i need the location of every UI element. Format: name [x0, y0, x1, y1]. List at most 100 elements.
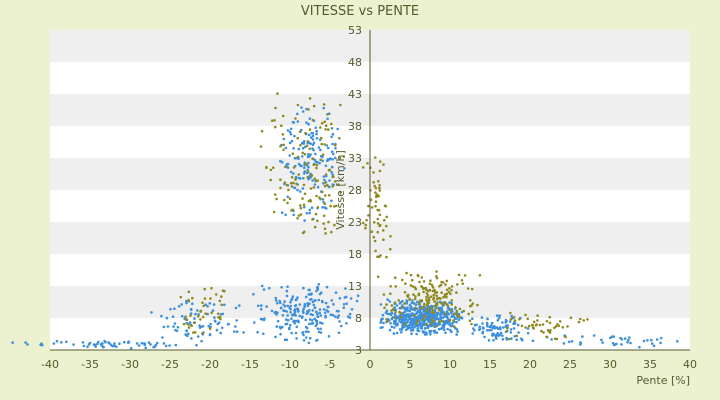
data-point — [469, 299, 472, 302]
data-point — [577, 320, 581, 324]
data-point — [570, 340, 574, 343]
data-point — [339, 191, 342, 194]
data-point — [345, 322, 348, 325]
data-point — [338, 320, 341, 323]
data-point — [381, 317, 384, 321]
data-point — [296, 319, 300, 323]
data-point — [461, 282, 465, 286]
data-point — [414, 324, 418, 328]
data-point — [434, 308, 437, 311]
data-point — [190, 324, 193, 328]
y-tick-label: 38 — [348, 120, 362, 133]
data-point — [394, 319, 397, 323]
x-tick-label: -30 — [121, 358, 139, 371]
data-point — [323, 311, 327, 315]
data-point — [115, 345, 118, 349]
data-point — [306, 175, 310, 179]
data-point — [282, 148, 285, 152]
data-point — [506, 326, 510, 330]
data-point — [429, 295, 433, 299]
data-point — [238, 304, 241, 307]
data-point — [278, 325, 282, 329]
data-point — [140, 341, 144, 345]
data-point — [280, 124, 283, 127]
data-point — [327, 220, 330, 224]
data-point — [401, 306, 404, 309]
data-point — [499, 327, 502, 331]
data-point — [392, 307, 395, 311]
data-point — [333, 205, 336, 208]
data-point — [274, 296, 278, 300]
data-point — [288, 130, 292, 134]
data-point — [275, 325, 279, 328]
data-point — [382, 238, 385, 241]
data-point — [289, 301, 292, 304]
data-point — [311, 309, 315, 312]
data-point — [312, 186, 316, 189]
data-point — [326, 305, 330, 309]
data-point — [301, 151, 305, 155]
data-point — [299, 143, 302, 147]
data-point — [435, 270, 438, 273]
data-point — [366, 162, 369, 165]
data-point — [508, 320, 512, 323]
data-point — [626, 341, 629, 344]
data-point — [438, 320, 442, 323]
data-point — [390, 311, 394, 315]
data-point — [319, 126, 322, 129]
data-point — [308, 117, 312, 120]
data-point — [272, 166, 275, 169]
data-point — [348, 316, 352, 320]
data-point — [206, 312, 209, 316]
data-point — [268, 286, 271, 290]
data-point — [307, 341, 311, 345]
data-point — [408, 309, 412, 313]
data-point — [509, 311, 512, 315]
x-tick-labels: -40 -35 -30 -25 -20 -15 -10 -5 0 5 10 15 20 25 30 35 40 — [41, 358, 697, 371]
data-point — [463, 274, 467, 277]
data-point — [319, 136, 323, 140]
data-point — [321, 153, 325, 156]
data-point — [438, 309, 441, 312]
data-point — [627, 338, 630, 342]
data-point — [388, 328, 392, 332]
data-point — [410, 301, 414, 305]
data-point — [378, 255, 381, 258]
data-point — [326, 310, 330, 313]
data-point — [308, 322, 311, 326]
data-point — [11, 341, 14, 344]
data-point — [391, 316, 395, 319]
data-point — [301, 155, 304, 158]
data-point — [373, 239, 377, 243]
data-point — [478, 274, 482, 277]
data-point — [235, 319, 238, 322]
data-point — [440, 316, 443, 319]
data-point — [457, 318, 461, 322]
data-point — [289, 311, 292, 314]
data-point — [324, 232, 327, 235]
data-point — [403, 310, 407, 313]
data-point — [492, 333, 495, 337]
data-point — [304, 330, 308, 333]
data-point — [162, 325, 166, 329]
data-point — [187, 290, 191, 294]
data-point — [466, 287, 470, 290]
data-point — [288, 141, 292, 145]
data-point — [200, 339, 203, 343]
data-point — [506, 329, 509, 333]
data-point — [311, 300, 315, 304]
data-point — [311, 313, 315, 317]
data-point — [400, 330, 403, 334]
data-point — [389, 247, 392, 251]
data-point — [280, 286, 283, 289]
data-point — [281, 114, 285, 118]
data-point — [425, 298, 428, 302]
data-point — [316, 206, 320, 209]
data-point — [374, 204, 377, 208]
data-point — [65, 340, 68, 344]
data-point — [291, 295, 295, 298]
data-point — [279, 332, 282, 336]
data-point — [311, 318, 314, 322]
data-point — [432, 293, 436, 297]
